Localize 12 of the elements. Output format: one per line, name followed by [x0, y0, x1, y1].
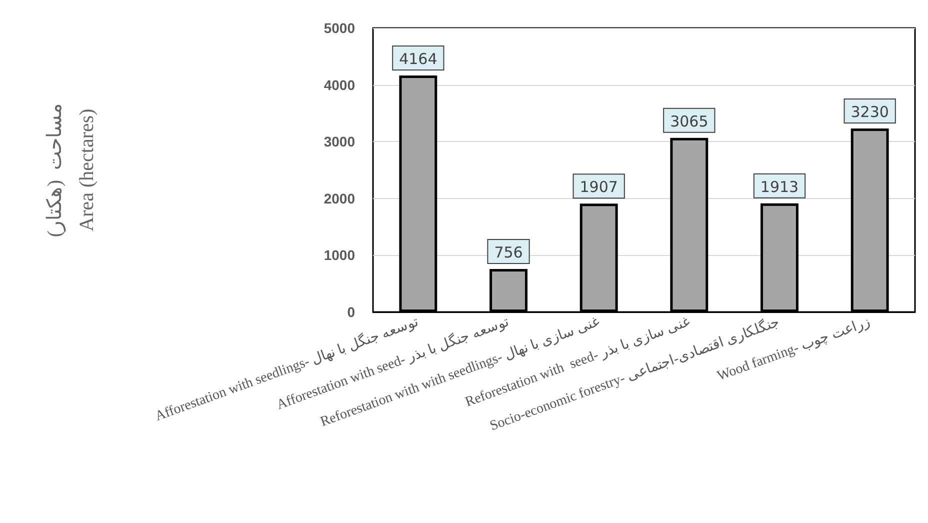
data-label: 1913: [760, 178, 799, 196]
y-tick-label: 4000: [324, 76, 356, 93]
y-tick-label: 2000: [324, 190, 356, 206]
y-tick-label: 3000: [324, 134, 356, 150]
data-label: 3065: [670, 112, 708, 130]
data-label: 1907: [580, 178, 618, 196]
data-label: 3230: [850, 103, 889, 122]
y-tick-label: 0: [347, 304, 356, 320]
y-tick-label: 1000: [324, 247, 356, 264]
y-tick-label: 5000: [324, 20, 356, 36]
data-label: 4164: [399, 50, 438, 68]
data-label: 756: [494, 244, 523, 262]
